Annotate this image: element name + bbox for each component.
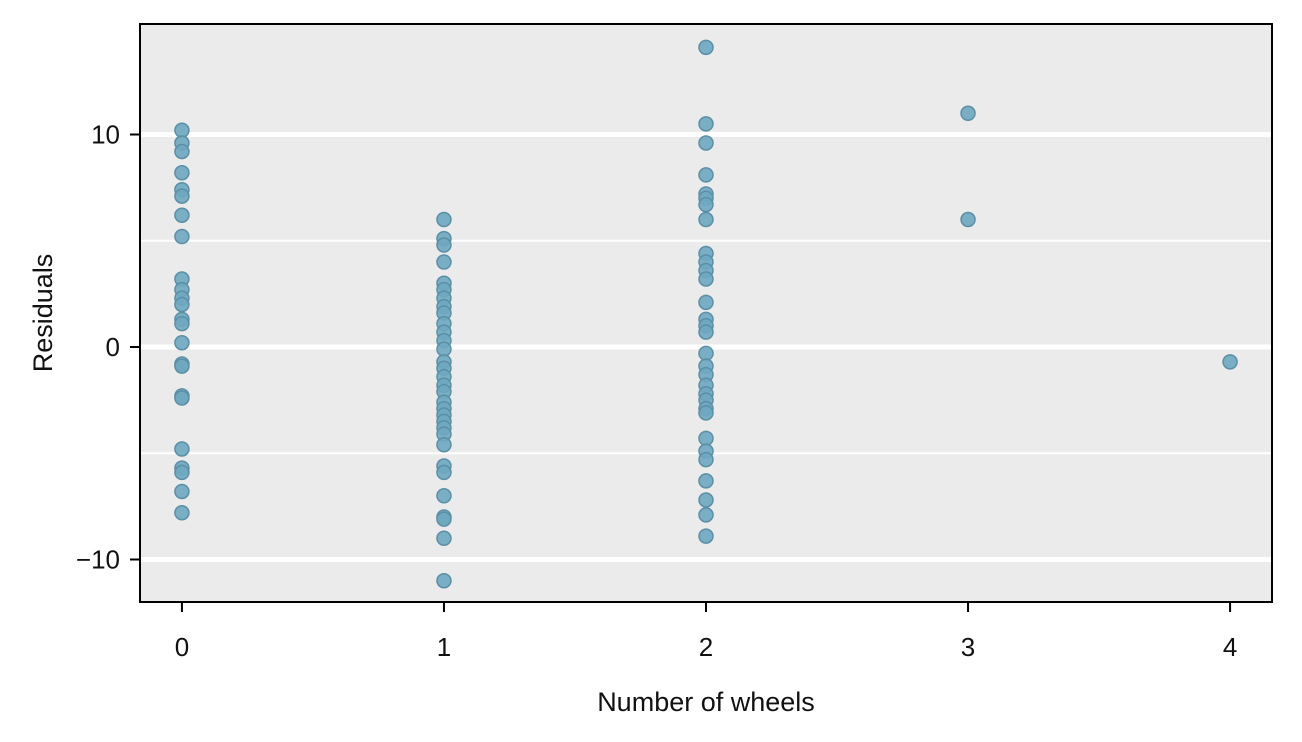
x-tick-label: 2 [699,632,713,662]
data-point [698,39,714,56]
data-point [174,358,190,374]
data-point [698,116,714,132]
data-points [174,39,1238,589]
x-tick-label: 4 [1223,632,1237,662]
data-point [174,505,190,521]
data-point [436,511,452,527]
y-tick-label: −10 [76,545,120,575]
data-point [174,483,190,500]
data-point [698,324,714,340]
data-point [174,296,190,313]
x-tick-label: 0 [175,632,189,662]
data-point [436,341,452,357]
data-point [436,464,452,481]
data-point [436,254,452,270]
data-point [1222,354,1238,370]
data-point [698,507,714,523]
data-point [698,430,714,447]
data-point [174,143,190,160]
y-axis-title: Residuals [28,254,58,373]
data-point [698,135,714,151]
data-point [698,473,714,489]
data-point [436,573,452,589]
data-point [698,271,714,287]
data-point [698,528,714,544]
data-point [698,405,714,421]
x-tick-label: 3 [961,632,975,662]
data-point [436,437,452,453]
data-point [174,165,190,181]
data-point [436,237,452,253]
x-axis-title: Number of wheels [597,687,815,717]
x-axis: 0 1 2 3 4 [175,602,1237,662]
y-tick-label: 0 [106,332,120,362]
data-point [960,211,976,228]
data-point [174,228,190,245]
data-point [174,207,190,223]
data-point [698,451,714,468]
data-point [698,345,714,362]
data-point [698,211,714,228]
data-point [174,315,190,332]
data-point [174,390,190,406]
y-tick-label: 10 [91,120,120,150]
data-point [174,441,190,457]
data-point [436,211,452,228]
data-point [174,188,190,204]
data-point [698,167,714,183]
data-point [698,294,714,311]
data-point [174,122,190,138]
x-tick-label: 1 [437,632,451,662]
data-point [436,530,452,546]
data-point [436,488,452,504]
data-point [960,105,976,121]
y-axis: −10 0 10 [76,120,140,575]
data-point [174,464,190,481]
data-point [174,335,190,351]
data-point [698,196,714,213]
data-point [698,492,714,508]
